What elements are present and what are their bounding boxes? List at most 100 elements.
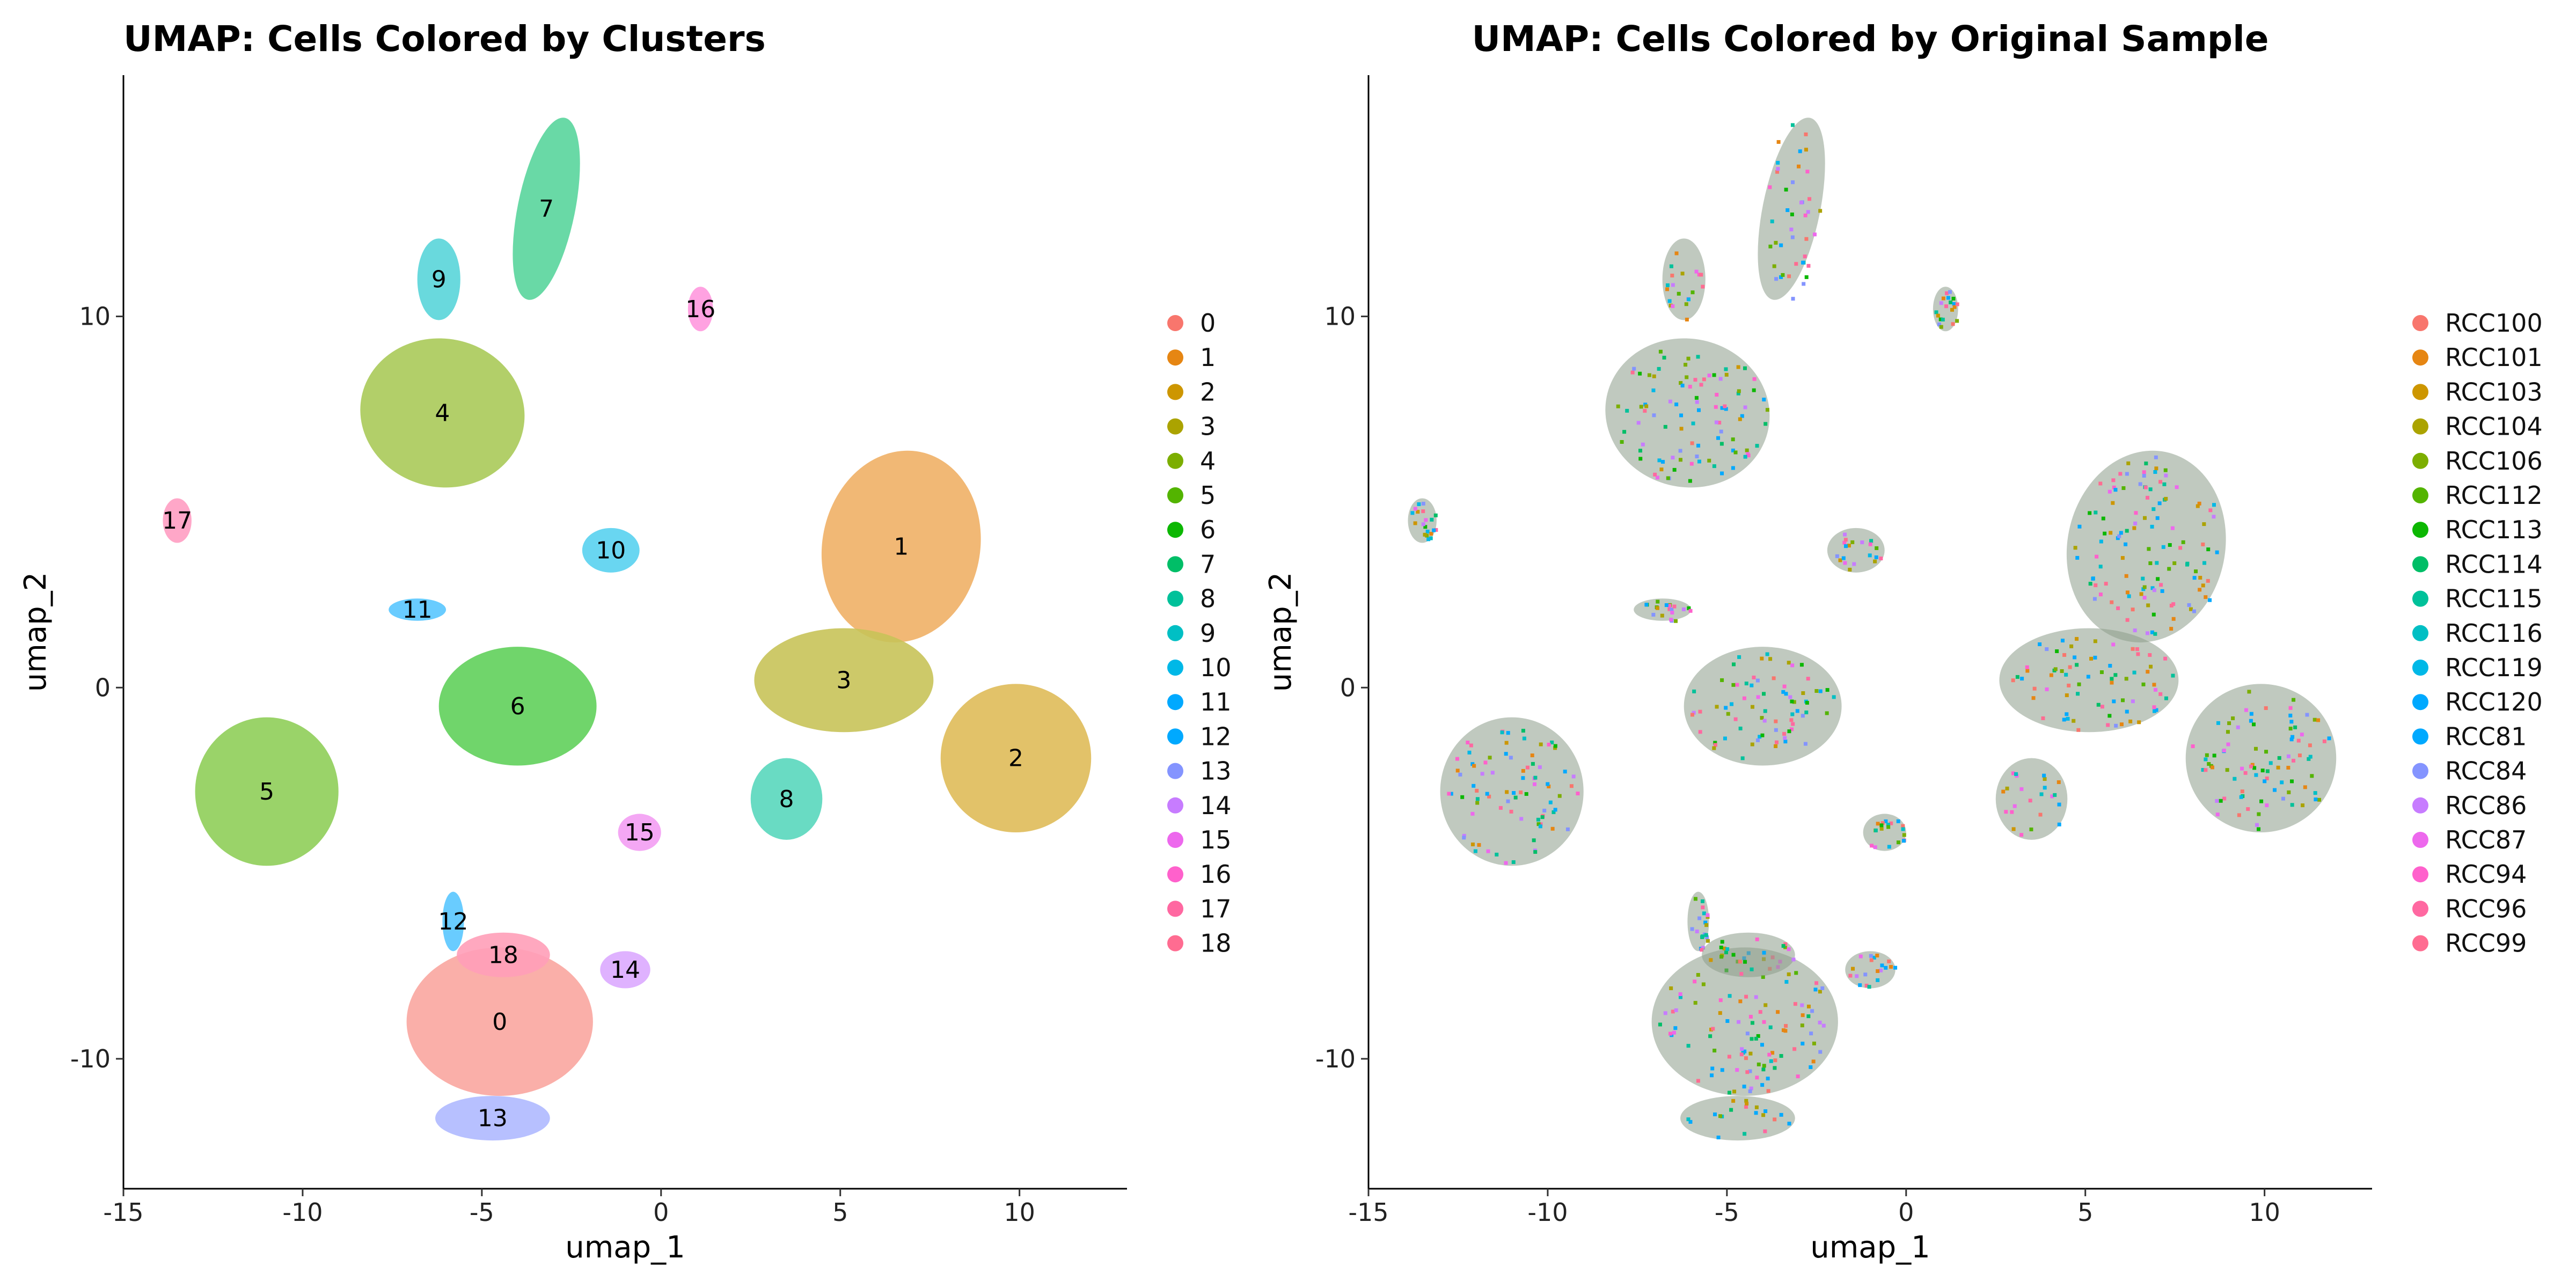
cell-point [1697,273,1701,277]
cell-point [1781,273,1785,277]
cell-point [2264,750,2268,754]
cell-point [1653,472,1657,477]
cell-point [2135,647,2139,652]
cell-point [1539,742,1543,747]
cluster-region [1605,338,1770,488]
legend-swatch [2412,901,2428,917]
cell-point [2098,565,2103,569]
legend-label: RCC114 [2445,550,2543,579]
cell-point [1467,750,1472,755]
cell-point [1410,511,1415,515]
cell-point [2104,582,2108,586]
legend-item: 13 [1167,757,1232,786]
legend-label: 15 [1200,825,1232,854]
cell-point [2141,576,2145,581]
cell-point [1889,821,1893,825]
cell-point [1750,683,1754,687]
cell-point [2099,539,2103,544]
cell-point [2161,545,2165,549]
cell-point [1718,1114,1722,1118]
cell-point [1655,475,1659,480]
cell-point [1719,955,1724,959]
cell-point [1801,714,1805,718]
cell-point [2260,769,2265,773]
cell-point [2249,719,2253,723]
cell-point [1421,501,1425,506]
cell-point [1732,1089,1737,1094]
cell-point [2145,631,2149,635]
cell-point [1638,371,1642,376]
cell-point [1760,1083,1765,1087]
cell-point [1744,1099,1748,1103]
cell-point [1651,388,1656,392]
cell-point [1763,1109,1768,1114]
cell-point [1693,1001,1697,1005]
cell-point [1798,149,1802,153]
cell-point [2141,587,2146,591]
cell-point [2313,791,2317,795]
cell-point [1838,558,1842,562]
cell-point [2060,639,2065,643]
cell-point [1638,457,1643,461]
cluster-blob [940,684,1092,832]
cell-point [1756,695,1760,699]
cell-point [1552,810,1556,814]
cluster-label: 2 [1008,745,1023,772]
cluster-region [2185,684,2337,832]
cell-point [1643,409,1647,413]
cell-point [2100,705,2104,709]
cell-point [1689,462,1694,466]
cell-point [1423,532,1427,537]
cell-point [1421,509,1425,514]
cell-point [2158,480,2163,484]
cell-point [2303,785,2307,789]
cell-point [2208,508,2213,513]
cell-point [2152,588,2156,592]
cell-point [1686,1044,1690,1048]
cell-point [1896,840,1900,845]
cell-point [2076,692,2080,696]
cell-point [1521,729,1525,733]
cell-point [1651,612,1656,617]
cell-point [1490,771,1495,775]
legend-swatch [2412,660,2428,676]
cell-point [2191,744,2195,749]
cell-point [2093,639,2097,643]
cell-point [1754,995,1758,999]
cell-point [2106,723,2110,727]
cell-point [1879,968,1883,972]
cell-point [1879,826,1884,831]
cell-point [1807,197,1812,201]
cell-point [1791,297,1795,301]
cell-point [1832,695,1836,699]
legend-item: 18 [1167,929,1232,958]
cell-point [2073,546,2077,550]
cell-point [2293,725,2297,729]
x-tick-label: -5 [470,1198,494,1227]
cell-point [2204,757,2208,762]
cell-point [1804,275,1809,279]
cell-point [2005,786,2009,791]
cell-point [1821,1023,1826,1028]
cell-point [2164,496,2168,501]
cell-point [1678,449,1682,453]
cell-point [1688,609,1693,613]
cell-point [1790,699,1794,704]
cell-point [2201,542,2205,546]
cell-point [1843,532,1847,537]
cell-point [2031,696,2036,700]
legend-item: 11 [1167,687,1232,716]
cell-point [1887,959,1891,963]
cell-point [1424,518,1428,522]
cell-point [2116,536,2120,540]
cell-point [1784,1024,1788,1028]
cell-point [2125,618,2129,622]
legend-swatch [2412,487,2428,503]
cell-point [1779,1113,1783,1117]
cell-point [2249,764,2253,769]
cell-point [2125,590,2129,595]
cell-point [1553,808,1557,812]
cell-point [1744,994,1748,999]
cell-point [1504,752,1508,756]
cell-point [1470,842,1475,846]
